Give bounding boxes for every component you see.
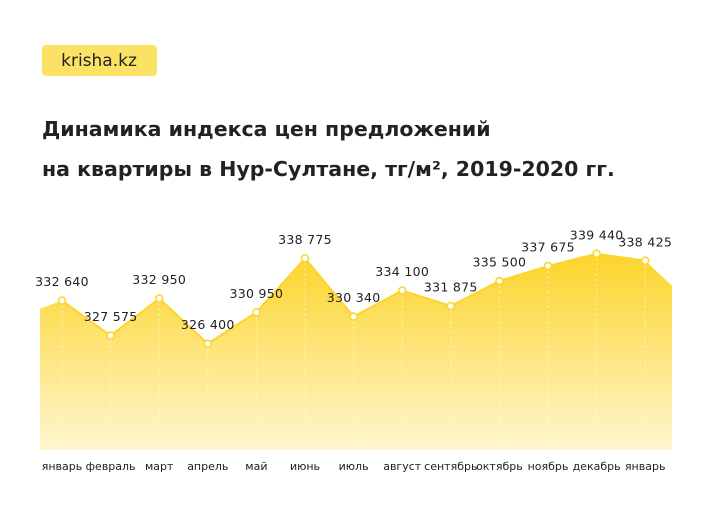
value-label: 327 575 [84, 309, 138, 324]
value-label: 330 950 [230, 286, 284, 301]
point [349, 312, 358, 321]
chart-title: Динамика индекса цен предложений [42, 117, 491, 141]
x-tick-label: сентябрь [424, 460, 477, 473]
area [40, 253, 672, 450]
point [154, 294, 164, 303]
logo[interactable]: krisha.kz [61, 51, 137, 71]
point [446, 301, 456, 311]
value-label: 326 400 [181, 317, 235, 332]
point [397, 286, 407, 295]
x-tick-label: январь [42, 460, 83, 473]
value-label: 335 500 [473, 254, 527, 269]
value-label: 338 775 [278, 232, 332, 247]
value-label: 330 340 [327, 290, 381, 305]
point [57, 296, 67, 305]
x-tick-label: апрель [187, 460, 228, 473]
point [640, 256, 650, 266]
x-tick-label: январь [625, 460, 666, 473]
chart-title: на квартиры в Нур-Султане, тг/м², 2019-2… [42, 157, 615, 181]
value-label: 332 640 [35, 274, 89, 289]
point [252, 308, 261, 317]
x-tick-label: июнь [290, 460, 320, 473]
x-tick-label: май [245, 460, 267, 473]
value-label: 339 440 [570, 227, 624, 242]
point [203, 339, 213, 348]
value-label: 332 950 [132, 272, 186, 287]
x-tick-label: февраль [86, 460, 136, 473]
value-label: 334 100 [375, 264, 429, 279]
x-tick-label: март [145, 460, 174, 473]
x-tick-label: ноябрь [528, 460, 569, 473]
x-tick-label: декабрь [573, 460, 621, 473]
value-label: 337 675 [521, 239, 575, 254]
logo-box [42, 45, 157, 76]
point [543, 261, 553, 271]
value-label: 331 875 [424, 279, 478, 294]
value-label: 338 425 [618, 234, 672, 249]
point [592, 249, 601, 259]
x-tick-label: июль [339, 460, 369, 473]
point [106, 331, 115, 340]
point [300, 254, 310, 263]
x-tick-label: август [383, 460, 422, 473]
x-tick-label: октябрь [476, 460, 523, 473]
point [495, 276, 504, 286]
